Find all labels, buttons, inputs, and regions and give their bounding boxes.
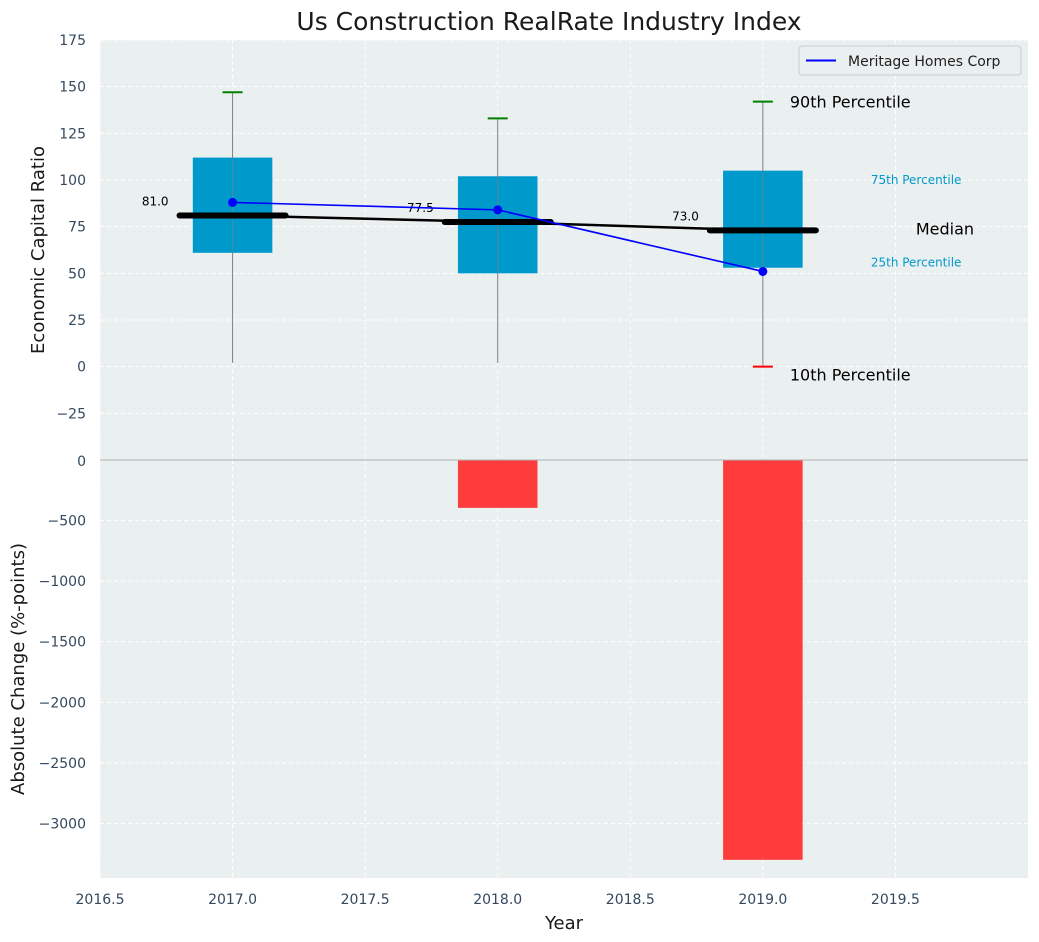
bottom-grid bbox=[99, 460, 1028, 878]
top-y-ticks: 175 150 125 100 75 50 25 0 −25 bbox=[56, 33, 86, 422]
top-grid bbox=[99, 39, 1028, 460]
median-label: 81.0 bbox=[142, 194, 169, 208]
top-y-axis-label: Economic Capital Ratio bbox=[28, 146, 49, 354]
y-tick-label: −1000 bbox=[39, 574, 86, 590]
bottom-panel-background bbox=[100, 460, 1028, 878]
y-tick-label: −2500 bbox=[39, 756, 86, 772]
annotation-p25: 25th Percentile bbox=[871, 256, 962, 270]
y-tick-label: 150 bbox=[59, 80, 86, 96]
company-point bbox=[228, 197, 238, 207]
x-tick-label: 2017.5 bbox=[341, 892, 390, 908]
y-tick-label: 75 bbox=[68, 220, 86, 236]
x-tick-label: 2019.5 bbox=[871, 892, 920, 908]
x-axis-label: Year bbox=[544, 913, 584, 934]
y-tick-label: 125 bbox=[59, 126, 86, 142]
y-tick-label: −25 bbox=[56, 406, 86, 422]
annotation-p90: 90th Percentile bbox=[790, 93, 911, 112]
bottom-y-axis-label: Absolute Change (%-points) bbox=[8, 543, 29, 795]
y-tick-label: −3000 bbox=[39, 816, 86, 832]
x-tick-label: 2017.0 bbox=[208, 892, 257, 908]
y-tick-label: 100 bbox=[59, 173, 86, 189]
percentile-annotations: 90th Percentile 75th Percentile Median 2… bbox=[790, 93, 974, 385]
y-tick-label: 50 bbox=[68, 266, 86, 282]
bottom-panel: 0 −500 −1000 −1500 −2000 −2500 −3000 Absolute … bbox=[8, 454, 1028, 878]
y-tick-label: 0 bbox=[77, 360, 86, 376]
y-tick-label: −1500 bbox=[39, 635, 86, 651]
bottom-y-ticks: 0 −500 −1000 −1500 −2000 −2500 −3000 bbox=[39, 454, 86, 832]
annotation-p75: 75th Percentile bbox=[871, 173, 962, 187]
chart-title: Us Construction RealRate Industry Index bbox=[296, 7, 801, 36]
y-tick-label: 175 bbox=[59, 33, 86, 49]
company-point bbox=[758, 266, 768, 276]
x-ticks: 2016.5 2017.0 2017.5 2018.0 2018.5 2019.0 2019… bbox=[76, 892, 920, 908]
change-bar bbox=[457, 460, 538, 508]
x-tick-label: 2018.5 bbox=[606, 892, 655, 908]
y-tick-label: −500 bbox=[48, 514, 86, 530]
x-tick-label: 2016.5 bbox=[76, 892, 125, 908]
y-tick-label: −2000 bbox=[39, 695, 86, 711]
median-trend bbox=[232, 214, 763, 232]
x-tick-label: 2019.0 bbox=[738, 892, 787, 908]
median-trend-line bbox=[232, 214, 763, 232]
change-bars bbox=[457, 460, 803, 860]
annotation-p10: 10th Percentile bbox=[790, 366, 911, 385]
company-series bbox=[228, 197, 768, 276]
legend-label: Meritage Homes Corp bbox=[848, 54, 1001, 70]
median-label: 73.0 bbox=[672, 209, 699, 223]
x-tick-label: 2018.0 bbox=[473, 892, 522, 908]
annotation-median: Median bbox=[916, 219, 974, 238]
company-point bbox=[493, 205, 503, 215]
y-tick-label: 0 bbox=[77, 454, 86, 470]
change-bar bbox=[723, 460, 803, 860]
legend: Meritage Homes Corp bbox=[798, 45, 1022, 76]
legend-box bbox=[798, 45, 1022, 76]
y-tick-label: 25 bbox=[68, 313, 86, 329]
